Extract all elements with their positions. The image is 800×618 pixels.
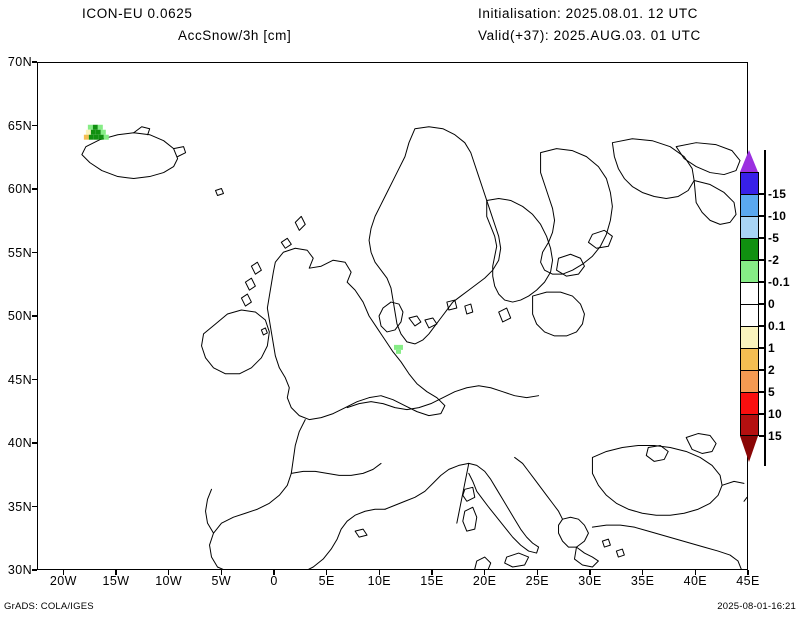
x-axis-tick (431, 570, 433, 575)
y-axis-label: 65N (7, 118, 32, 133)
x-axis-label: 25E (525, 574, 550, 588)
colorbar-tick-label: 1 (768, 341, 775, 355)
colorbar-tick (759, 281, 766, 283)
colorbar-tick (759, 259, 766, 261)
colorbar-tick-label: 0.1 (768, 319, 786, 333)
colorbar-tick (759, 369, 766, 371)
colorbar-segment (740, 304, 759, 326)
chart-header: ICON-EU 0.0625 AccSnow/3h [cm] Initialis… (0, 0, 800, 56)
colorbar-segment (740, 326, 759, 348)
y-axis-label: 55N (7, 245, 32, 260)
x-axis-tick (220, 570, 223, 575)
y-axis-label: 30N (7, 563, 32, 577)
y-axis-label: 45N (7, 372, 32, 387)
x-axis-tick (62, 570, 65, 575)
colorbar-tick-label: -10 (768, 209, 787, 223)
colorbar-segment (740, 370, 759, 392)
x-axis-label: 30E (578, 574, 602, 588)
y-axis-tick (32, 378, 37, 381)
x-axis-tick (115, 570, 117, 575)
x-axis-label: 15W (102, 574, 130, 588)
x-axis-label: 40E (683, 574, 708, 588)
snow-patch-iceland (83, 124, 109, 140)
field-title: AccSnow/3h [cm] (178, 28, 292, 43)
y-axis-tick (32, 61, 37, 63)
colorbar-segment (740, 348, 759, 370)
colorbar-segments (740, 172, 759, 436)
y-axis-label: 60N (7, 182, 32, 196)
colorbar-tick (759, 347, 766, 349)
colorbar-segment (740, 216, 759, 238)
y-axis-tick (32, 124, 37, 127)
x-axis-tick (273, 570, 275, 575)
x-axis-tick (536, 570, 539, 575)
colorbar-segment (740, 414, 759, 436)
x-axis-tick (325, 570, 328, 575)
colorbar-segment (740, 194, 759, 216)
x-axis-label: 5E (318, 574, 335, 588)
x-axis-label: 10E (367, 574, 392, 588)
valid-time-text: Valid(+37): 2025.AUG.03. 01 UTC (478, 28, 701, 43)
colorbar-arrow-top (740, 150, 758, 172)
x-axis-label: 10W (155, 574, 183, 588)
colorbar-tick (759, 435, 766, 437)
x-axis-tick (747, 570, 749, 575)
x-axis-tick (694, 570, 697, 575)
colorbar-tick-label: 2 (768, 363, 775, 377)
x-axis-label: 45E (736, 574, 760, 588)
colorbar-tick (759, 237, 766, 239)
initialisation-text: Initialisation: 2025.08.01. 12 UTC (478, 6, 699, 21)
colorbar-tick-label: -2 (768, 253, 780, 267)
map-plot-area (37, 62, 748, 570)
x-axis-tick (378, 570, 381, 575)
y-axis-tick (32, 569, 37, 571)
y-axis-label: 70N (7, 55, 32, 69)
footer-attribution: GrADS: COLA/IGES (4, 601, 94, 612)
x-axis-label: 15E (420, 574, 444, 588)
colorbar-tick-label: 5 (768, 385, 775, 399)
y-axis-tick (32, 505, 37, 508)
colorbar-tick (759, 413, 766, 415)
colorbar-segment (740, 238, 759, 260)
colorbar-segment (740, 282, 759, 304)
y-axis-label: 35N (7, 499, 32, 514)
colorbar-tick (759, 391, 766, 393)
x-axis-label: 0 (270, 574, 278, 588)
model-title: ICON-EU 0.0625 (82, 6, 193, 21)
colorbar-tick-label: -0.1 (768, 275, 790, 289)
x-axis-tick (167, 570, 170, 575)
colorbar-tick-label: 15 (768, 429, 782, 443)
colorbar-tick-label: -5 (768, 231, 780, 245)
colorbar-arrow-bottom (740, 436, 758, 462)
colorbar-tick (759, 325, 766, 327)
footer-timestamp: 2025-08-01-16:21 (717, 601, 796, 612)
y-axis-label: 40N (7, 436, 32, 450)
colorbar-segment (740, 172, 759, 194)
colorbar-tick (759, 215, 766, 217)
colorbar-tick-label: 10 (768, 407, 782, 421)
y-axis-tick (32, 442, 37, 444)
colorbar-tick-label: 0 (768, 297, 775, 311)
x-axis-label: 20E (472, 574, 497, 588)
x-axis-tick (483, 570, 486, 575)
colorbar-segment (740, 392, 759, 414)
colorbar-tick (759, 303, 766, 305)
snow-patch-alps (393, 344, 403, 354)
y-axis-label: 50N (7, 309, 32, 323)
colorbar-segment (740, 260, 759, 282)
x-axis-tick (641, 570, 644, 575)
colorbar-tick-label: -15 (768, 187, 787, 201)
europe-coastline-map (81, 124, 747, 569)
y-axis-tick (32, 251, 37, 254)
colorbar-tick (759, 193, 766, 195)
y-axis-tick (32, 315, 37, 317)
x-axis-label: 35E (630, 574, 655, 588)
x-axis-label: 20W (49, 574, 77, 588)
y-axis-tick (32, 188, 37, 190)
x-axis-tick (589, 570, 591, 575)
colorbar: -15 -10 -5 -2 -0.1 0 0.1 1 2 5 10 15 (735, 150, 800, 495)
x-axis-label: 5W (211, 574, 232, 588)
colorbar-axis-line (764, 150, 766, 466)
